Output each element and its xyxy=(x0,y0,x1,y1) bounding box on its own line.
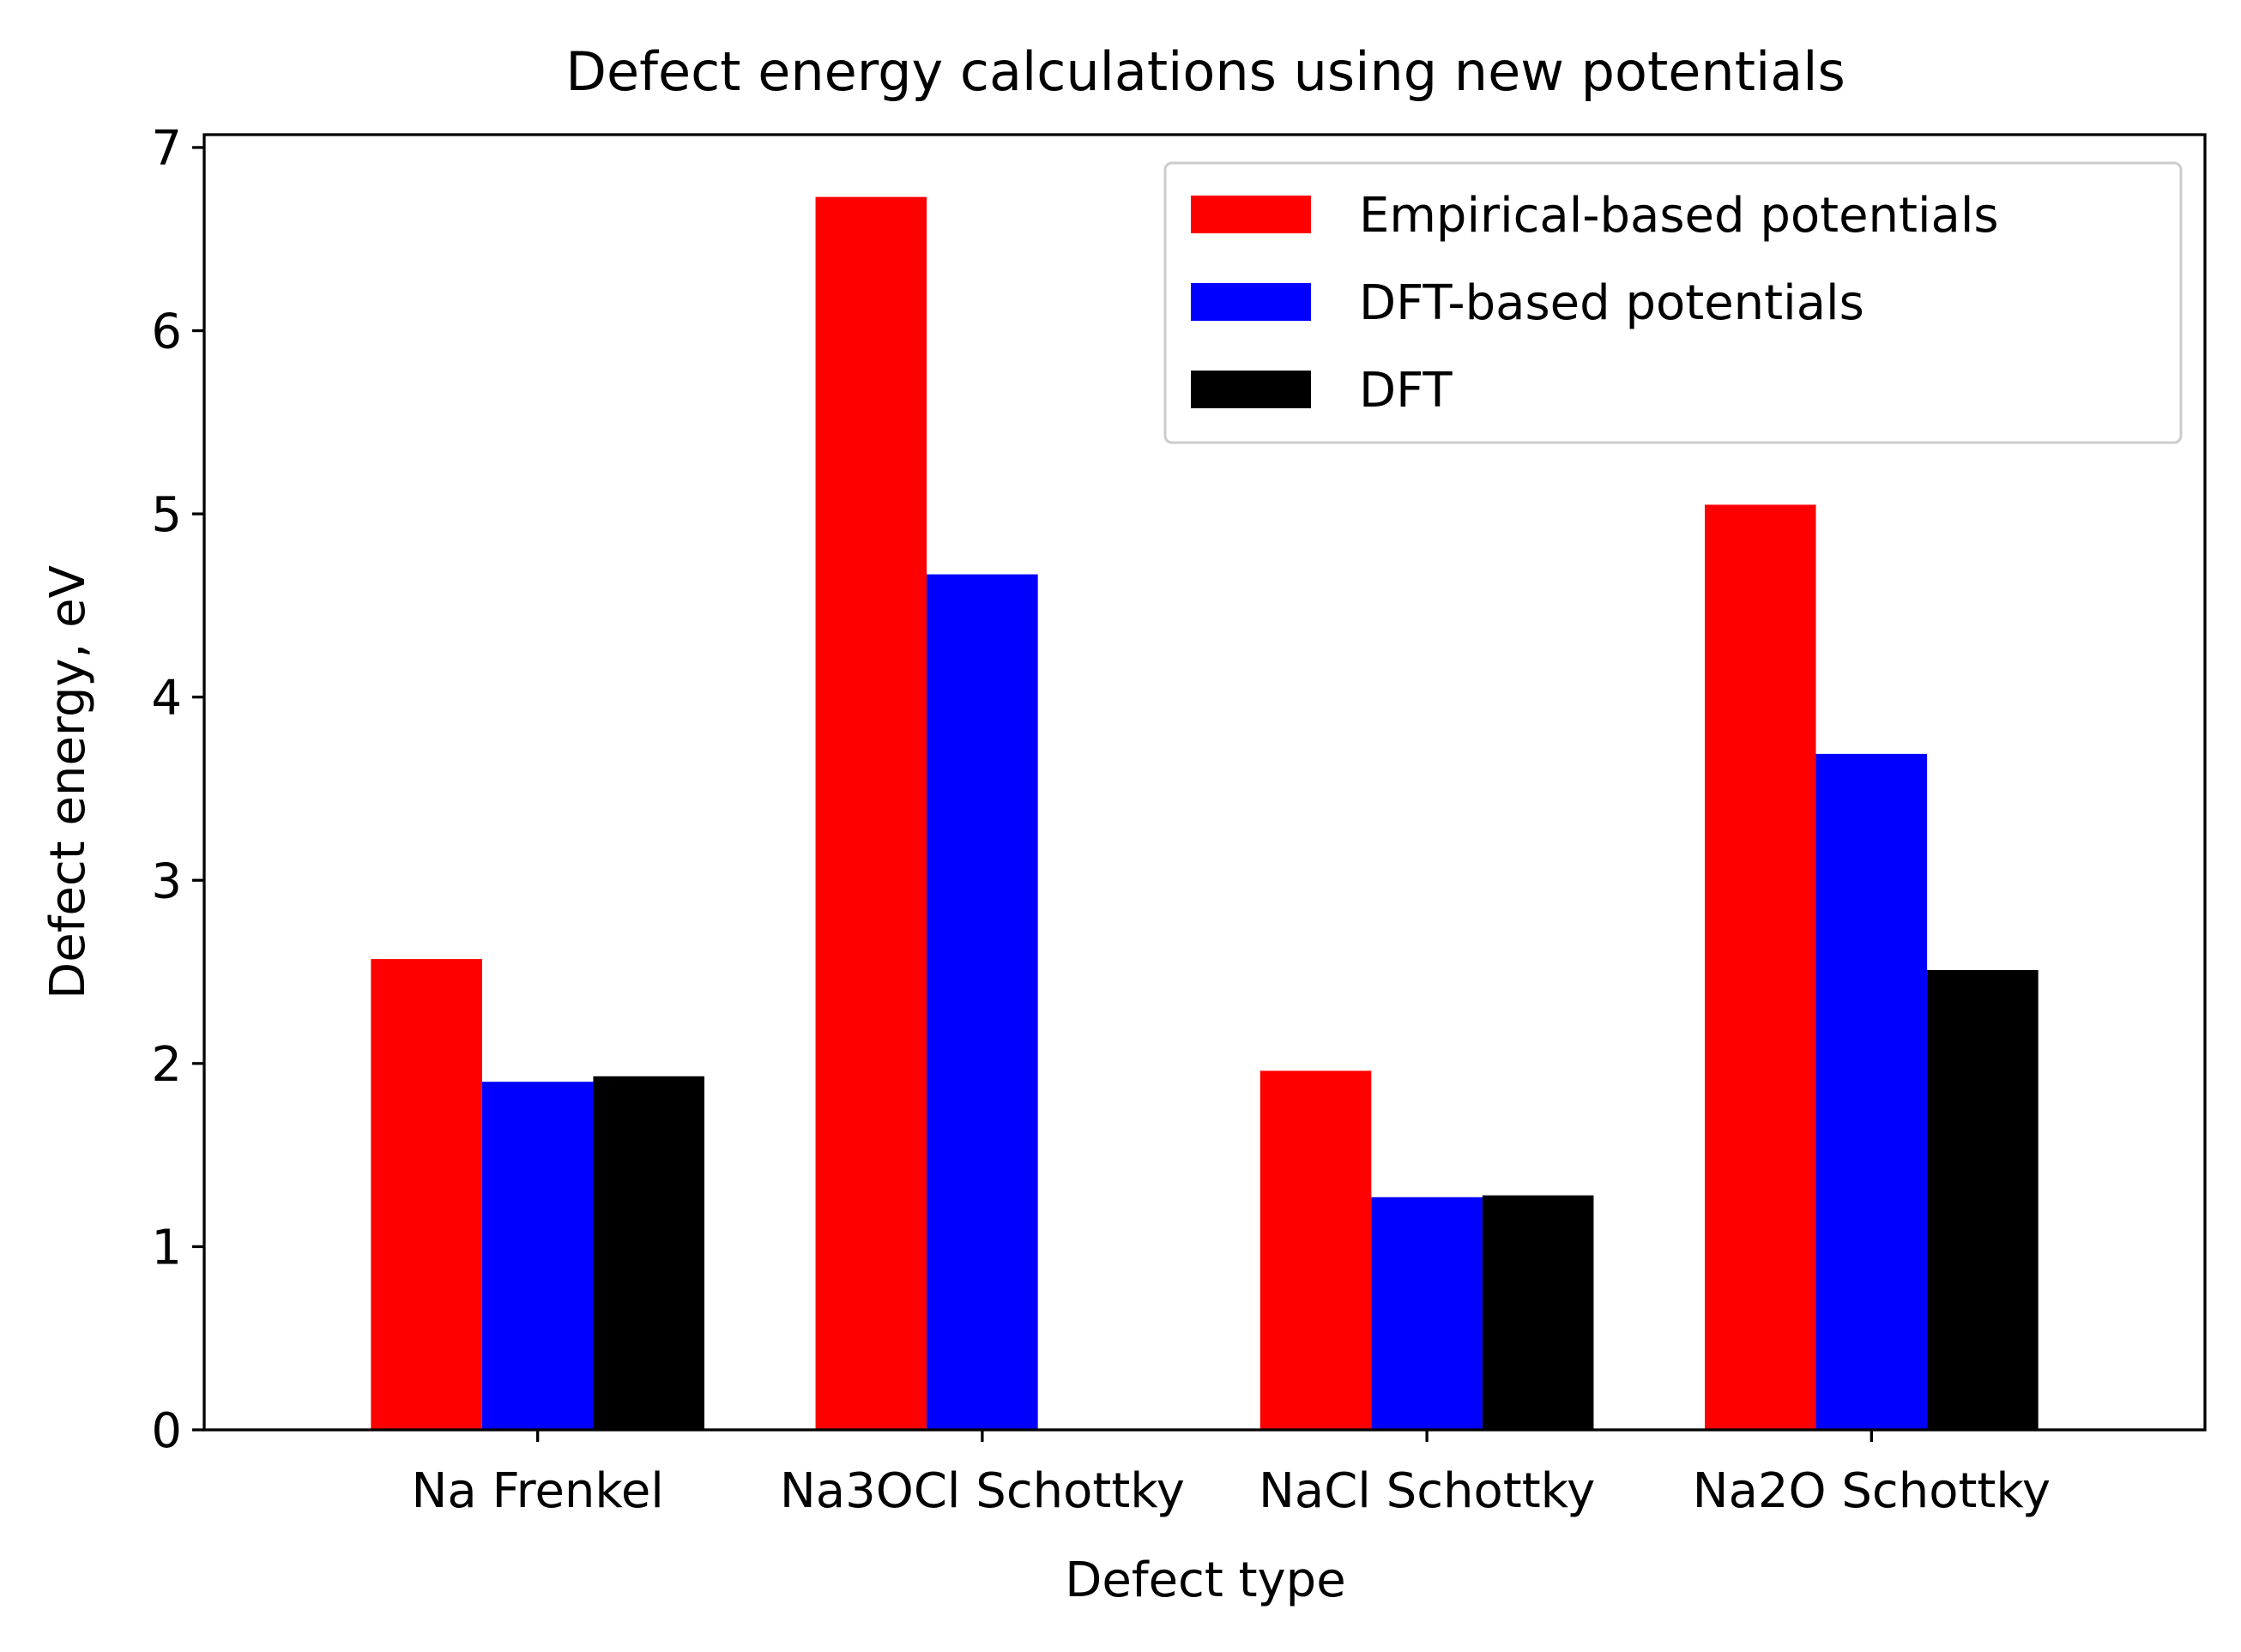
bar-1-2 xyxy=(815,196,927,1430)
bar-1-1 xyxy=(371,959,482,1430)
legend-label: DFT xyxy=(1359,363,1453,419)
y-tick-label: 6 xyxy=(151,304,182,360)
bar-2-3 xyxy=(1371,1197,1483,1430)
plot-area-frame xyxy=(202,133,2207,1432)
y-tick-label: 3 xyxy=(151,853,182,909)
bar-2-4 xyxy=(1815,753,1928,1430)
bar-3-4 xyxy=(1927,969,2039,1430)
legend: Empirical-based potentials DFT-based pote… xyxy=(1163,161,2183,444)
bar-3-1 xyxy=(593,1076,704,1430)
bars-group xyxy=(371,196,2039,1430)
legend-frame xyxy=(1163,161,2183,444)
legend-swatch xyxy=(1191,371,1311,408)
legend-label: DFT-based potentials xyxy=(1359,275,1864,331)
y-axis-ticks: 0 1 2 3 4 5 6 7 xyxy=(151,121,204,1459)
bar-3-3 xyxy=(1482,1195,1594,1430)
chart-title: Defect energy calculations using new pot… xyxy=(565,40,1845,103)
bar-1-4 xyxy=(1705,504,1816,1430)
y-tick-label: 2 xyxy=(151,1037,182,1093)
y-tick-label: 0 xyxy=(151,1403,182,1459)
y-axis-label: Defect energy, eV xyxy=(40,565,96,999)
x-axis-ticks: Na Frenkel Na3OCl Schottky NaCl Schottky Na… xyxy=(412,1430,2051,1519)
bar-2-1 xyxy=(481,1082,594,1430)
x-tick-label: Na2O Schottky xyxy=(1693,1463,2051,1519)
bar-2-2 xyxy=(927,574,1038,1430)
legend-label: Empirical-based potentials xyxy=(1359,188,1999,244)
x-axis-label: Defect type xyxy=(1065,1553,1345,1608)
x-tick-label: Na Frenkel xyxy=(412,1463,664,1519)
legend-swatch xyxy=(1191,196,1311,233)
y-tick-label: 4 xyxy=(151,671,182,727)
y-tick-label: 5 xyxy=(151,487,182,543)
y-tick-label: 1 xyxy=(151,1220,182,1275)
bar-1-3 xyxy=(1259,1070,1372,1430)
legend-swatch xyxy=(1191,283,1311,321)
y-tick-label: 7 xyxy=(151,121,182,177)
x-tick-label: NaCl Schottky xyxy=(1259,1463,1595,1519)
x-tick-label: Na3OCl Schottky xyxy=(780,1463,1185,1519)
